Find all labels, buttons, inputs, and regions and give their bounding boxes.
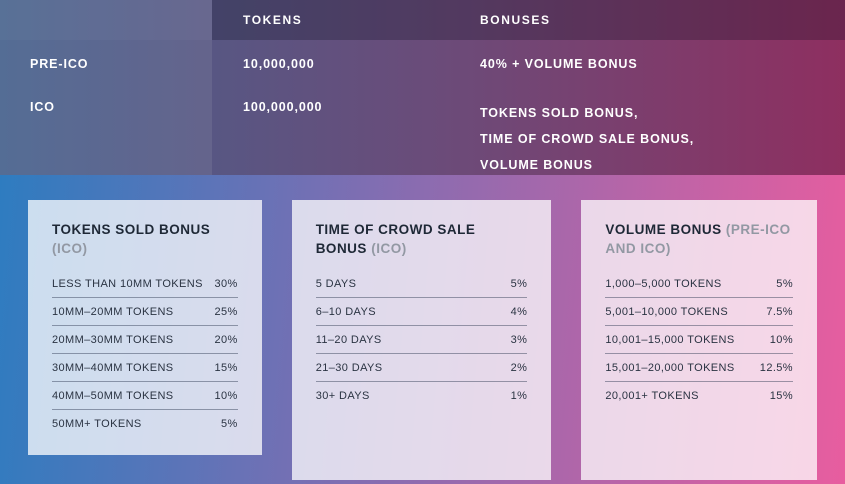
row-label: 15,001–20,000 TOKENS: [605, 361, 735, 374]
card-title-main: TIME OF CROWD SALE BONUS: [315, 222, 476, 256]
table-row: 30MM–40MM TOKENS 15%: [52, 353, 238, 381]
tokens-column-header: TOKENS: [212, 0, 449, 40]
ico-tokens-value: 100,000,000: [243, 100, 323, 114]
corner-cell: [0, 0, 212, 40]
table-row: 30+ DAYS 1%: [315, 381, 528, 409]
row-value: 25%: [214, 305, 238, 318]
crowd-sale-bonus-card: TIME OF CROWD SALE BONUS (ICO) 5 DAYS 5%…: [291, 200, 552, 480]
row-value: 5%: [220, 417, 238, 430]
card-title: VOLUME BONUS (PRE-ICO AND ICO): [605, 220, 793, 258]
table-row: 1,000–5,000 TOKENS 5%: [605, 270, 793, 297]
row-value: 1%: [510, 389, 528, 402]
bonuses-column-header: BONUSES: [449, 0, 845, 40]
card-title: TOKENS SOLD BONUS (ICO): [52, 220, 238, 258]
row-label: 40MM–50MM TOKENS: [52, 389, 174, 402]
table-row: 5 DAYS 5%: [316, 270, 528, 297]
row-value: 10%: [214, 389, 238, 402]
row-value: 12.5%: [759, 361, 793, 374]
row-label: 10MM–20MM TOKENS: [52, 305, 174, 318]
row-label: 5,001–10,000 TOKENS: [605, 305, 729, 318]
row-value: 30%: [214, 277, 238, 290]
row-value: 5%: [510, 277, 528, 290]
row-label: 50MM+ TOKENS: [52, 417, 142, 430]
crowd-sale-bonus-rows: 5 DAYS 5% 6–10 DAYS 4% 11–20 DAYS 3% 21–…: [315, 270, 528, 409]
ico-row-label: ICO: [0, 87, 212, 175]
card-title-note: (ICO): [371, 241, 407, 256]
table-row: 21–30 DAYS 2%: [315, 353, 528, 381]
table-row: 10MM–20MM TOKENS 25%: [52, 297, 238, 325]
pre-ico-row-label: PRE-ICO: [0, 40, 212, 87]
row-label: 21–30 DAYS: [315, 361, 383, 374]
card-title-main: VOLUME BONUS: [605, 222, 722, 237]
row-value: 4%: [510, 305, 528, 318]
row-value: 7.5%: [766, 305, 793, 318]
table-row: 10,001–15,000 TOKENS 10%: [605, 325, 793, 353]
pre-ico-bonus-value: 40% + VOLUME BONUS: [480, 56, 638, 71]
table-row: 50MM+ TOKENS 5%: [52, 409, 238, 437]
bonus-line: VOLUME BONUS: [480, 158, 593, 172]
table-row: 15,001–20,000 TOKENS 12.5%: [605, 353, 793, 381]
row-label: 20,001+ TOKENS: [605, 389, 699, 402]
row-label: 20MM–30MM TOKENS: [52, 333, 174, 346]
tokens-sold-bonus-rows: LESS THAN 10MM TOKENS 30% 10MM–20MM TOKE…: [52, 270, 238, 437]
row-value: 15%: [214, 361, 238, 374]
card-title: TIME OF CROWD SALE BONUS (ICO): [316, 220, 528, 258]
row-value: 5%: [776, 277, 793, 290]
table-row: 40MM–50MM TOKENS 10%: [52, 381, 238, 409]
row-label: 10,001–15,000 TOKENS: [605, 333, 735, 346]
row-value: 2%: [510, 361, 528, 374]
row-label: 6–10 DAYS: [315, 305, 376, 318]
ico-bonus-lines: TOKENS SOLD BONUS, TIME OF CROWD SALE BO…: [480, 100, 694, 178]
row-label: LESS THAN 10MM TOKENS: [52, 277, 203, 290]
row-value: 3%: [510, 333, 528, 346]
table-row: 6–10 DAYS 4%: [315, 297, 528, 325]
tokens-sold-bonus-card: TOKENS SOLD BONUS (ICO) LESS THAN 10MM T…: [28, 200, 262, 455]
volume-bonus-card: VOLUME BONUS (PRE-ICO AND ICO) 1,000–5,0…: [581, 200, 817, 480]
row-value: 10%: [769, 333, 793, 346]
bonus-line: TIME OF CROWD SALE BONUS,: [480, 132, 695, 146]
row-value: 15%: [769, 389, 793, 402]
ico-summary-table: TOKENS BONUSES PRE-ICO 10,000,000 40% + …: [0, 0, 845, 175]
row-label: 30+ DAYS: [315, 389, 370, 402]
pre-ico-tokens-value: 10,000,000: [243, 56, 315, 71]
card-title-note: (ICO): [52, 241, 88, 256]
volume-bonus-rows: 1,000–5,000 TOKENS 5% 5,001–10,000 TOKEN…: [605, 270, 793, 409]
bonus-line: TOKENS SOLD BONUS,: [480, 106, 639, 120]
table-row: 5,001–10,000 TOKENS 7.5%: [605, 297, 793, 325]
table-row: 11–20 DAYS 3%: [315, 325, 528, 353]
row-label: 11–20 DAYS: [315, 333, 382, 346]
card-title-note: (PRE-ICO AND ICO): [605, 222, 791, 256]
table-row: 20,001+ TOKENS 15%: [605, 381, 793, 409]
table-row: 20MM–30MM TOKENS 20%: [52, 325, 238, 353]
card-title-main: TOKENS SOLD BONUS: [52, 222, 211, 237]
ico-bonus-values: TOKENS SOLD BONUS, TIME OF CROWD SALE BO…: [449, 87, 845, 175]
table-row: LESS THAN 10MM TOKENS 30%: [52, 270, 238, 297]
row-label: 1,000–5,000 TOKENS: [605, 277, 722, 290]
row-label: 30MM–40MM TOKENS: [52, 361, 174, 374]
row-value: 20%: [214, 333, 238, 346]
row-label: 5 DAYS: [315, 277, 357, 290]
bonus-cards-section: TOKENS SOLD BONUS (ICO) LESS THAN 10MM T…: [0, 175, 845, 484]
